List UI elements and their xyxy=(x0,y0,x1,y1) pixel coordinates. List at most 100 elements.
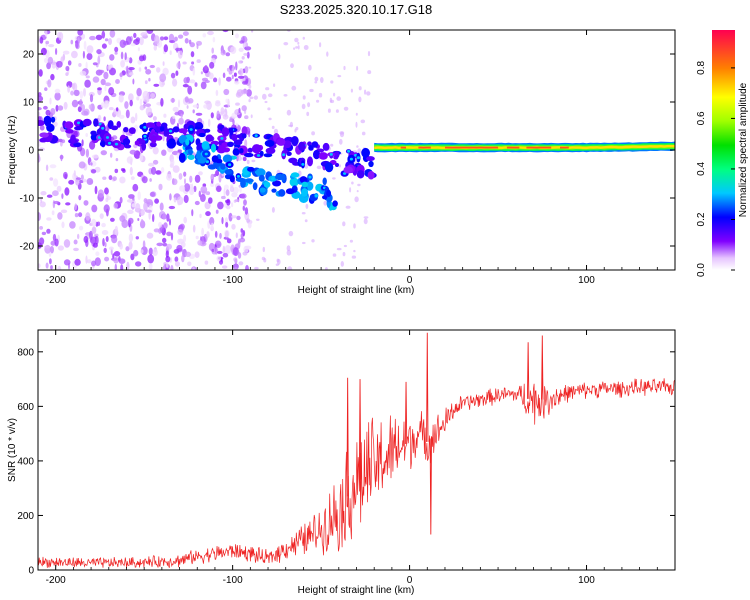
speckle-blob xyxy=(213,77,218,83)
speckle-blob xyxy=(182,31,189,36)
speckle-blob xyxy=(165,255,171,263)
band-blob xyxy=(215,158,223,164)
speckle-blob xyxy=(200,71,203,75)
speckle-blob xyxy=(262,246,265,253)
band-blob xyxy=(258,174,265,182)
speckle-blob xyxy=(43,105,48,110)
speckle-blob xyxy=(244,207,249,215)
speckle-blob xyxy=(180,241,186,248)
band-blob xyxy=(252,182,258,191)
band-core xyxy=(101,126,105,130)
speckle-blob xyxy=(225,221,229,228)
band-blob xyxy=(263,153,273,158)
band-blob xyxy=(128,127,136,134)
speckle-blob xyxy=(119,196,123,204)
speckle-blob xyxy=(244,46,252,51)
speckle-blob xyxy=(156,67,161,73)
band-blob xyxy=(259,150,264,157)
colorbar: 0.0 0.2 0.4 0.6 0.8 Normalized spectral ampl… xyxy=(696,30,749,277)
speckle-blob xyxy=(194,251,200,258)
speckle-blob xyxy=(130,253,135,261)
speckle-blob xyxy=(351,255,357,259)
colorbar-gradient xyxy=(712,30,735,270)
speckle-blob xyxy=(166,213,170,222)
speckle-blob xyxy=(103,247,107,253)
speckle-blob xyxy=(178,173,183,180)
speckle-blob xyxy=(153,228,160,233)
band-blob xyxy=(251,144,262,154)
speckle-blob xyxy=(69,221,76,229)
speckle-blob xyxy=(166,231,172,237)
speckle-blob xyxy=(210,112,214,119)
spectrogram-x-label: Height of straight line (km) xyxy=(298,285,415,296)
speckle-blob xyxy=(119,243,123,250)
speckle-blob xyxy=(38,69,43,77)
speckle-blob xyxy=(149,64,155,69)
band-blob xyxy=(366,156,375,162)
speckle-blob xyxy=(297,41,300,45)
speckle-blob xyxy=(364,89,367,95)
band-blob xyxy=(38,120,45,126)
speckle-blob xyxy=(238,75,245,79)
speckle-blob xyxy=(243,199,247,206)
speckle-blob xyxy=(187,261,192,267)
speckle-blob xyxy=(86,259,92,264)
speckle-blob xyxy=(248,84,252,89)
speckle-blob xyxy=(235,122,239,127)
speckle-blob xyxy=(132,78,135,85)
snr-line xyxy=(38,377,675,568)
speckle-blob xyxy=(242,251,248,256)
speckle-blob xyxy=(105,236,109,242)
band-core xyxy=(256,154,261,157)
speckle-blob xyxy=(335,109,339,113)
speckle-blob xyxy=(174,111,180,116)
speckle-blob xyxy=(333,92,336,97)
speckle-blob xyxy=(104,256,110,262)
colorbar-tick-label: 0.4 xyxy=(696,162,707,176)
snr-y-label: SNR (10 * v/v) xyxy=(7,418,18,482)
speckle-blob xyxy=(71,50,78,59)
speckle-blob xyxy=(85,75,90,79)
band-blob xyxy=(241,133,247,139)
speckle-blob xyxy=(177,228,184,236)
speckle-blob xyxy=(125,246,130,252)
speckle-blob xyxy=(148,247,153,256)
band-blob xyxy=(168,138,176,145)
speckle-blob xyxy=(261,256,266,261)
band-blob xyxy=(198,132,206,138)
x-tick-label: -100 xyxy=(223,275,243,286)
speckle-blob xyxy=(205,191,211,196)
speckle-blob xyxy=(97,114,102,122)
speckle-blob xyxy=(236,215,241,221)
speckle-blob xyxy=(198,171,203,176)
speckle-blob xyxy=(226,198,231,206)
x-tick-label: -100 xyxy=(223,575,243,586)
band-core xyxy=(205,160,209,164)
speckle-blob xyxy=(149,191,156,197)
speckle-blob xyxy=(355,112,358,116)
speckle-blob xyxy=(136,96,140,101)
speckle-blob xyxy=(314,76,319,82)
speckle-blob xyxy=(95,251,100,256)
speckle-blob xyxy=(235,232,238,239)
speckle-blob xyxy=(137,218,140,221)
speckle-blob xyxy=(330,80,334,84)
speckle-blob xyxy=(78,161,86,169)
speckle-blob xyxy=(304,163,309,169)
speckle-blob xyxy=(311,131,315,136)
speckle-blob xyxy=(187,85,193,95)
speckle-blob xyxy=(225,98,229,104)
speckle-blob xyxy=(74,203,77,211)
speckle-blob xyxy=(214,101,221,107)
speckle-blob xyxy=(174,261,180,267)
speckle-blob xyxy=(49,164,57,169)
speckle-blob xyxy=(237,156,242,161)
band-blob xyxy=(307,156,313,167)
speckle-blob xyxy=(209,61,215,69)
speckle-blob xyxy=(102,238,105,247)
y-tick-label: 0 xyxy=(28,146,34,157)
speckle-blob xyxy=(109,246,114,251)
speckle-blob xyxy=(307,102,311,108)
band-core xyxy=(347,149,351,153)
band-blob xyxy=(196,150,201,160)
